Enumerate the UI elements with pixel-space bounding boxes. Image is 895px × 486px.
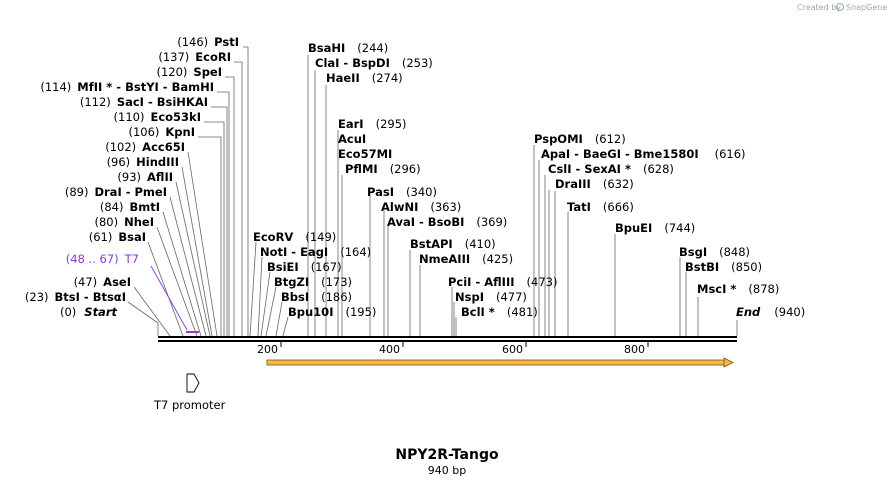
map-length: 940 bp	[428, 464, 466, 477]
dna-backbone[interactable]	[158, 336, 737, 342]
credit-text: Created by	[797, 3, 841, 12]
site-label[interactable]: BstBI (850)	[685, 260, 762, 274]
site-label[interactable]: BclI * (481)	[461, 305, 538, 319]
t7-primer-marker[interactable]	[150, 265, 199, 333]
start-label[interactable]: (0) Start	[60, 305, 118, 319]
site-label[interactable]: BsgI (848)	[679, 245, 750, 259]
promoter-label: T7 promoter	[153, 398, 226, 412]
site-label[interactable]: PasI (340)	[367, 185, 437, 199]
site-label[interactable]: (120) SpeI	[156, 65, 222, 79]
site-label[interactable]: (110) Eco53kI	[114, 110, 201, 124]
t7-feature-label[interactable]: (48 .. 67) T7	[66, 252, 139, 266]
site-label[interactable]: Bpu10I (195)	[288, 305, 376, 319]
site-label[interactable]: (84) BmtI	[100, 200, 160, 214]
site-label[interactable]: (112) SacI - BsiHKAI	[80, 95, 208, 109]
site-label[interactable]: PflMI (296)	[345, 162, 421, 176]
credit-brand: SnapGene	[846, 3, 887, 12]
site-label[interactable]: MscI * (878)	[697, 282, 779, 296]
site-label[interactable]: (137) EcoRI	[158, 50, 231, 64]
site-label[interactable]: NotI - EagI (164)	[260, 245, 371, 259]
site-label[interactable]: AlwNI (363)	[381, 200, 461, 214]
site-label[interactable]: (47) AseI	[74, 275, 131, 289]
site-label[interactable]: PspOMI (612)	[534, 132, 626, 146]
site-label[interactable]: (106) KpnI	[128, 125, 195, 139]
t7-promoter-feature[interactable]: T7 promoter	[153, 373, 226, 412]
site-label[interactable]: (146) PstI	[177, 35, 239, 49]
site-label[interactable]: ClaI - BspDI (253)	[315, 56, 433, 70]
site-label[interactable]: (102) Acc65I	[105, 140, 185, 154]
site-label[interactable]: BstAPI (410)	[410, 237, 496, 251]
site-label[interactable]: BpuEI (744)	[615, 221, 695, 235]
tick-label: 200	[257, 343, 278, 356]
site-labels: (146) PstI (137) EcoRI (120) SpeI (114) MfII…	[25, 35, 805, 319]
site-label[interactable]: (23) BtsI - BtsαI	[25, 290, 126, 304]
site-label[interactable]: (93) AflII	[117, 170, 173, 184]
site-label[interactable]: PciI - AflIII (473)	[448, 275, 557, 289]
site-label[interactable]: NspI (477)	[455, 290, 527, 304]
site-label[interactable]: (61) BsaI	[89, 230, 146, 244]
site-label[interactable]: AcuI	[338, 132, 366, 146]
tick-label: 800	[624, 343, 645, 356]
leader-lines	[127, 46, 738, 337]
site-label[interactable]: Eco57MI	[338, 147, 392, 161]
site-label[interactable]: (96) HindIII	[107, 155, 179, 169]
site-label[interactable]: (89) DraI - PmeI	[65, 185, 167, 199]
site-label[interactable]: BsaHI (244)	[308, 41, 388, 55]
tick-label: 600	[502, 343, 523, 356]
site-label[interactable]: BbsI (186)	[281, 290, 352, 304]
site-label[interactable]: DraIII (632)	[555, 177, 634, 191]
site-label[interactable]: NmeAIII (425)	[419, 252, 513, 266]
promoter-arrow-icon	[186, 373, 200, 393]
map-title: NPY2R-Tango	[395, 447, 499, 463]
snapgene-credit: Created by SnapGene	[797, 3, 887, 12]
scale-ticks: 200 400 600 800	[257, 341, 649, 356]
snapgene-logo-icon	[836, 3, 844, 11]
orf-arrow[interactable]	[266, 357, 734, 368]
site-label[interactable]: CslI - SexAI * (628)	[548, 162, 674, 176]
site-label[interactable]: (80) NheI	[95, 215, 155, 229]
site-label[interactable]: (114) MfII * - BstYI - BamHI	[40, 80, 214, 94]
site-label[interactable]: ApaI - BaeGI - Bme1580I (616)	[541, 147, 746, 161]
site-label[interactable]: BtgZI (173)	[274, 275, 352, 289]
site-label[interactable]: TatI (666)	[567, 200, 634, 214]
site-label[interactable]: EcoRV (149)	[253, 230, 336, 244]
tick-label: 400	[379, 343, 400, 356]
site-label[interactable]: HaeII (274)	[326, 71, 403, 85]
site-label[interactable]: AvaI - BsoBI (369)	[387, 215, 507, 229]
site-label[interactable]: BsiEI (167)	[267, 260, 342, 274]
end-label[interactable]: End (940)	[736, 305, 805, 319]
site-label[interactable]: EarI (295)	[338, 117, 407, 131]
